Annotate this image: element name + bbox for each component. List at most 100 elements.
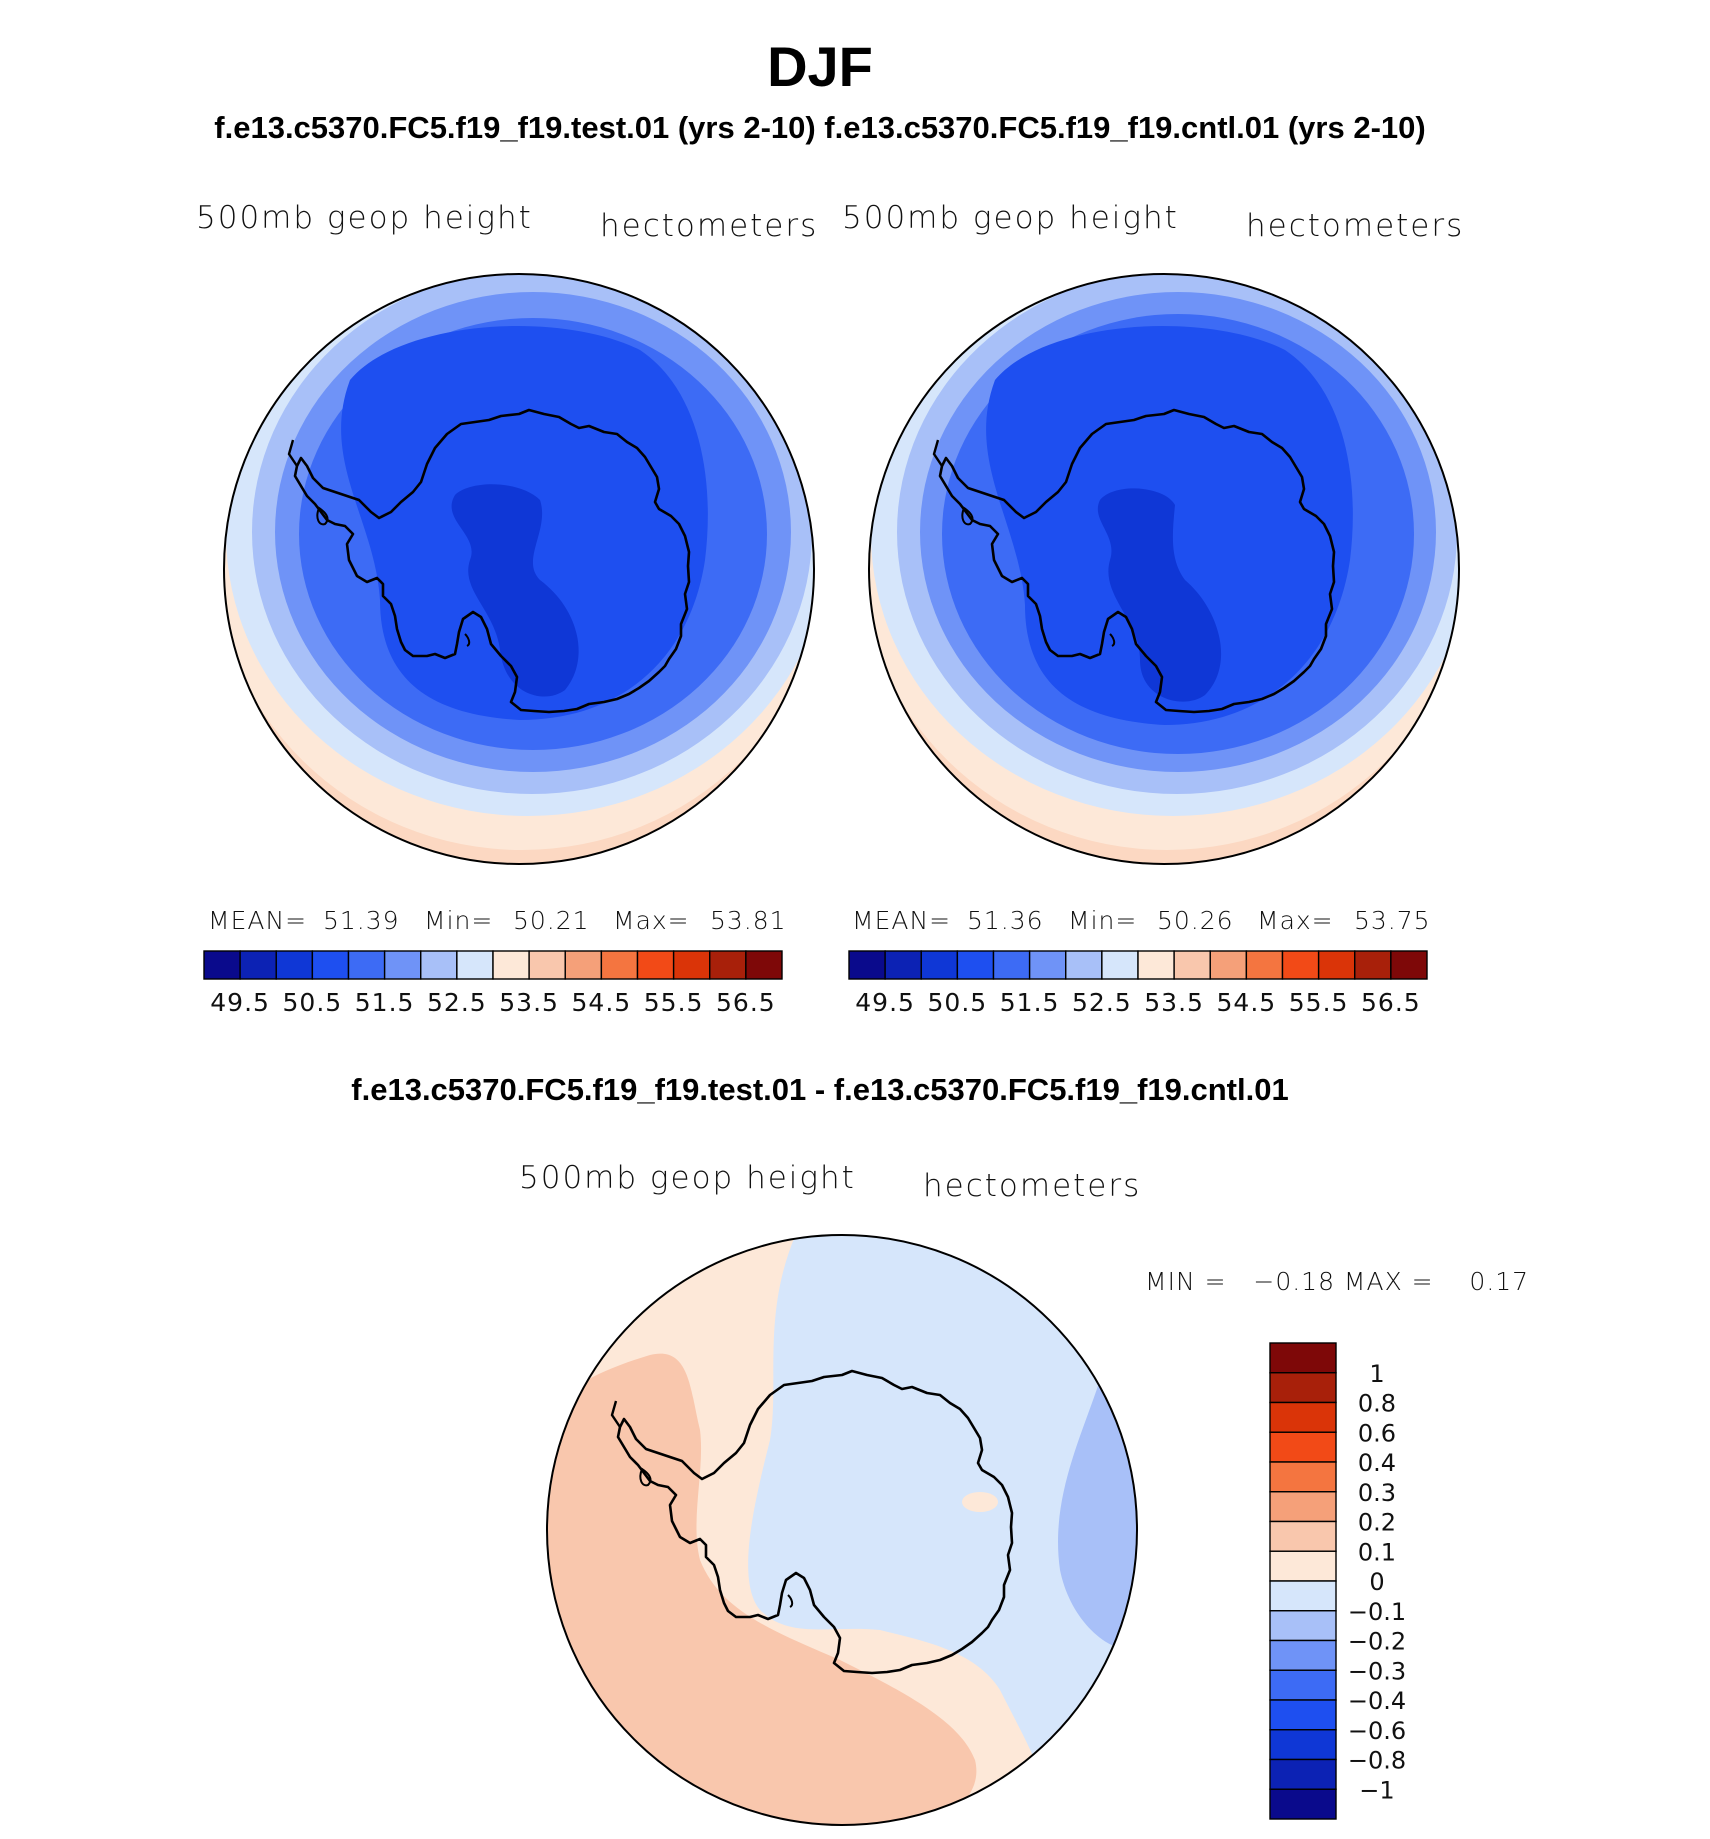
- panel-2-map: [868, 273, 1460, 865]
- colorbar-tick-label: 55.5: [644, 988, 704, 1017]
- colorbar-tick-label: −0.2: [1348, 1628, 1406, 1656]
- colorbar-tick-label: 55.5: [1289, 988, 1349, 1017]
- colorbar-swatch: [492, 950, 530, 980]
- colorbar-tick-label: 56.5: [1361, 988, 1421, 1017]
- colorbar-tick-label: −0.8: [1348, 1747, 1406, 1775]
- colorbar-tick-label: −0.6: [1348, 1717, 1406, 1745]
- colorbar-tick-label: 0: [1369, 1568, 1384, 1596]
- difference-units-label: hectometers: [923, 1168, 1142, 1204]
- colorbar-tick-label: 53.5: [1144, 988, 1204, 1017]
- panel-1-mean-label: MEAN=: [208, 906, 308, 935]
- colorbar-swatch: [920, 950, 959, 980]
- colorbar-tick-label: 54.5: [1217, 988, 1277, 1017]
- colorbar-tick-label: 53.5: [499, 988, 559, 1017]
- colorbar-tick-label: 0.2: [1358, 1509, 1396, 1537]
- colorbar-swatch: [1028, 950, 1067, 980]
- colorbar-swatch: [528, 950, 566, 980]
- panel-1-variable-label: 500mb geop height: [196, 200, 533, 236]
- panel-2-mean-value: 51.36: [967, 906, 1044, 935]
- contour-fill: [1097, 488, 1222, 702]
- colorbar-swatch: [1269, 1580, 1337, 1612]
- panel-2-max-label: Max=: [1257, 906, 1334, 935]
- colorbar-swatch: [709, 950, 747, 980]
- colorbar-swatch: [1173, 950, 1211, 980]
- panel-1-units-label: hectometers: [600, 208, 819, 244]
- colorbar-tick-label: 52.5: [1072, 988, 1132, 1017]
- colorbar-swatch: [420, 950, 458, 980]
- colorbar-swatch: [1269, 1431, 1337, 1463]
- colorbar-tick-label: 1: [1369, 1360, 1384, 1388]
- colorbar-swatch: [203, 950, 241, 980]
- colorbar-swatch: [456, 950, 494, 980]
- colorbar-swatch: [992, 950, 1031, 980]
- colorbar-tick-label: 51.5: [1000, 988, 1060, 1017]
- colorbar-swatch: [600, 950, 639, 980]
- contour-fill: [451, 484, 579, 697]
- panel-2-min-label: Min=: [1068, 906, 1138, 935]
- panel-2-min-value: 50.26: [1157, 906, 1234, 935]
- colorbar-swatch: [347, 950, 386, 980]
- colorbar-swatch: [745, 950, 783, 980]
- panel-1-colorbar: 49.5 50.5 51.5 52.5 53.5 54.5 55.5 56.5: [203, 950, 783, 1017]
- panel-1-min-label: Min=: [424, 906, 494, 935]
- contour-fill: [962, 1492, 998, 1512]
- colorbar-swatch: [1354, 950, 1392, 980]
- colorbar-tick-label: 0.1: [1358, 1538, 1396, 1566]
- colorbar-tick-label: 0.8: [1358, 1390, 1396, 1418]
- colorbar-swatch: [311, 950, 350, 980]
- colorbar-swatch: [1269, 1729, 1337, 1761]
- panel-2-mean-label: MEAN=: [852, 906, 952, 935]
- colorbar-swatch: [1137, 950, 1175, 980]
- colorbar-tick-label: 52.5: [427, 988, 487, 1017]
- colorbar-tick-label: 49.5: [210, 988, 270, 1017]
- difference-colorbar: 10.80.60.40.30.20.10−0.1−0.2−0.3−0.4−0.6…: [1269, 1342, 1406, 1820]
- colorbar-swatch: [275, 950, 314, 980]
- panel-2-colorbar: 49.5 50.5 51.5 52.5 53.5 54.5 55.5 56.5: [848, 950, 1428, 1017]
- panel-1-max-value: 53.81: [710, 906, 787, 935]
- colorbar-swatch: [884, 950, 922, 980]
- colorbar-swatch: [1269, 1639, 1337, 1671]
- colorbar-tick-label: 54.5: [572, 988, 632, 1017]
- colorbar-swatch: [956, 950, 995, 980]
- colorbar-swatch: [1281, 950, 1320, 980]
- map-boundary: [868, 273, 1460, 865]
- panel-1-min-value: 50.21: [513, 906, 590, 935]
- colorbar-swatch: [1245, 950, 1284, 980]
- colorbar-swatch: [848, 950, 886, 980]
- panel-2-units-label: hectometers: [1246, 208, 1465, 244]
- colorbar-tick-label: 56.5: [716, 988, 776, 1017]
- colorbar-swatch: [239, 950, 277, 980]
- map-boundary: [546, 1234, 1138, 1826]
- colorbar-swatch: [1269, 1758, 1337, 1790]
- colorbar-swatch: [1269, 1610, 1337, 1642]
- colorbar-tick-label: 0.6: [1358, 1419, 1396, 1447]
- colorbar-swatch: [1317, 950, 1356, 980]
- colorbar-tick-label: −1: [1359, 1776, 1394, 1804]
- colorbar-swatch: [1269, 1372, 1337, 1404]
- panel-1-max-label: Max=: [613, 906, 690, 935]
- colorbar-swatch: [1269, 1401, 1337, 1433]
- colorbar-swatch: [1269, 1699, 1337, 1731]
- panel-2-max-value: 53.75: [1354, 906, 1431, 935]
- contour-fill: [748, 1235, 1137, 1825]
- colorbar-swatch: [1269, 1342, 1337, 1374]
- colorbar-swatch: [1065, 950, 1103, 980]
- colorbar-swatch: [1209, 950, 1248, 980]
- colorbar-tick-label: 0.4: [1358, 1449, 1396, 1477]
- colorbar-swatch: [1269, 1520, 1337, 1552]
- comparison-subtitle: f.e13.c5370.FC5.f19_f19.test.01 (yrs 2-1…: [214, 110, 1426, 145]
- colorbar-swatch: [1269, 1491, 1337, 1523]
- colorbar-swatch: [1269, 1669, 1337, 1701]
- colorbar-tick-label: 49.5: [855, 988, 915, 1017]
- colorbar-swatch: [1101, 950, 1139, 980]
- colorbar-swatch: [672, 950, 711, 980]
- colorbar-swatch: [1390, 950, 1428, 980]
- page-title: DJF: [767, 35, 873, 98]
- colorbar-tick-label: 0.3: [1358, 1479, 1396, 1507]
- difference-min-max-stats: MIN = −0.18 MAX = 0.17: [1145, 1267, 1530, 1296]
- colorbar-swatch: [1269, 1788, 1337, 1820]
- colorbar-swatch: [564, 950, 603, 980]
- colorbar-swatch: [383, 950, 422, 980]
- colorbar-swatch: [1269, 1461, 1337, 1493]
- colorbar-tick-label: 51.5: [355, 988, 415, 1017]
